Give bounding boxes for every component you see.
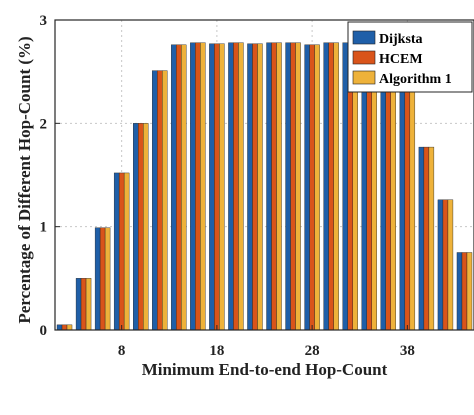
bar-hcem	[233, 42, 239, 331]
bar-dijksta	[209, 43, 215, 331]
bar-hcem	[157, 70, 163, 331]
bar-dijksta	[94, 227, 101, 331]
bar-hcem	[252, 43, 258, 331]
bar-dijksta	[323, 42, 329, 331]
bar-algorithm-1	[238, 42, 244, 331]
bar-dijksta	[437, 199, 444, 331]
bar-dijksta	[418, 146, 425, 331]
y-axis-title: Percentage of Different Hop-Count (%)	[15, 36, 34, 323]
legend-swatch-hcem	[352, 50, 376, 65]
bar-dijksta	[266, 42, 272, 331]
legend-label-hcem: HCEM	[379, 52, 423, 67]
legend-swatch-algorithm-1	[352, 70, 376, 85]
bar-hcem	[195, 42, 201, 331]
bar-algorithm-1	[85, 278, 92, 331]
y-tick-label: 2	[40, 116, 48, 132]
bar-hcem	[271, 42, 277, 331]
bar-hcem	[423, 146, 430, 331]
y-tick-label: 1	[40, 220, 48, 236]
bar-algorithm-1	[104, 227, 111, 331]
x-tick-label: 28	[305, 343, 320, 359]
x-tick-label: 18	[209, 343, 224, 359]
bar-algorithm-1	[257, 43, 263, 331]
bar-dijksta	[152, 70, 158, 331]
legend: Dijksta HCEM Algorithm 1	[347, 21, 473, 93]
bar-algorithm-1	[219, 43, 225, 331]
bar-hcem	[118, 172, 125, 331]
bar-hcem	[61, 324, 68, 331]
bar-hcem	[99, 227, 106, 331]
bar-algorithm-1	[66, 324, 73, 331]
y-tick-label: 0	[40, 323, 48, 339]
bar-algorithm-1	[200, 42, 206, 331]
plot-frame	[54, 19, 474, 331]
bar-algorithm-1	[428, 146, 435, 331]
bar-algorithm-1	[162, 70, 168, 331]
bar-dijksta	[171, 44, 177, 331]
x-tick-label: 38	[400, 343, 415, 359]
bar-algorithm-1	[447, 199, 454, 331]
bar-hcem	[80, 278, 87, 331]
bar-dijksta	[285, 42, 291, 331]
bar-dijksta	[342, 42, 348, 331]
bars	[56, 42, 473, 331]
bar-algorithm-1	[276, 42, 282, 331]
bar-algorithm-1	[295, 42, 301, 331]
bar-dijksta	[228, 42, 234, 331]
bar-algorithm-1	[333, 42, 339, 331]
bar-algorithm-1	[466, 252, 473, 331]
legend-label-dijksta: Dijksta	[379, 32, 423, 47]
bar-algorithm-1	[314, 44, 320, 331]
bar-dijksta	[456, 252, 463, 331]
legend-label-algorithm-1: Algorithm 1	[379, 72, 452, 87]
bar-hcem	[461, 252, 468, 331]
x-axis-title: Minimum End-to-end Hop-Count	[142, 360, 388, 379]
bar-hcem	[328, 42, 334, 331]
bar-algorithm-1	[123, 172, 130, 331]
x-tick-label: 8	[118, 343, 126, 359]
bar-dijksta	[304, 44, 310, 331]
bar-algorithm-1	[143, 123, 149, 331]
bar-dijksta	[56, 324, 63, 331]
bar-hcem	[290, 42, 296, 331]
bar-hcem	[176, 44, 182, 331]
bar-dijksta	[133, 123, 139, 331]
bar-hcem	[309, 44, 315, 331]
y-tick-label: 3	[40, 13, 48, 29]
bar-dijksta	[247, 43, 253, 331]
bar-dijksta	[190, 42, 196, 331]
bar-algorithm-1	[181, 44, 187, 331]
bar-hcem	[442, 199, 449, 331]
legend-swatch-dijksta	[352, 30, 376, 45]
bar-hcem	[138, 123, 144, 331]
bar-dijksta	[113, 172, 120, 331]
bar-hcem	[214, 43, 220, 331]
bar-dijksta	[75, 278, 82, 331]
